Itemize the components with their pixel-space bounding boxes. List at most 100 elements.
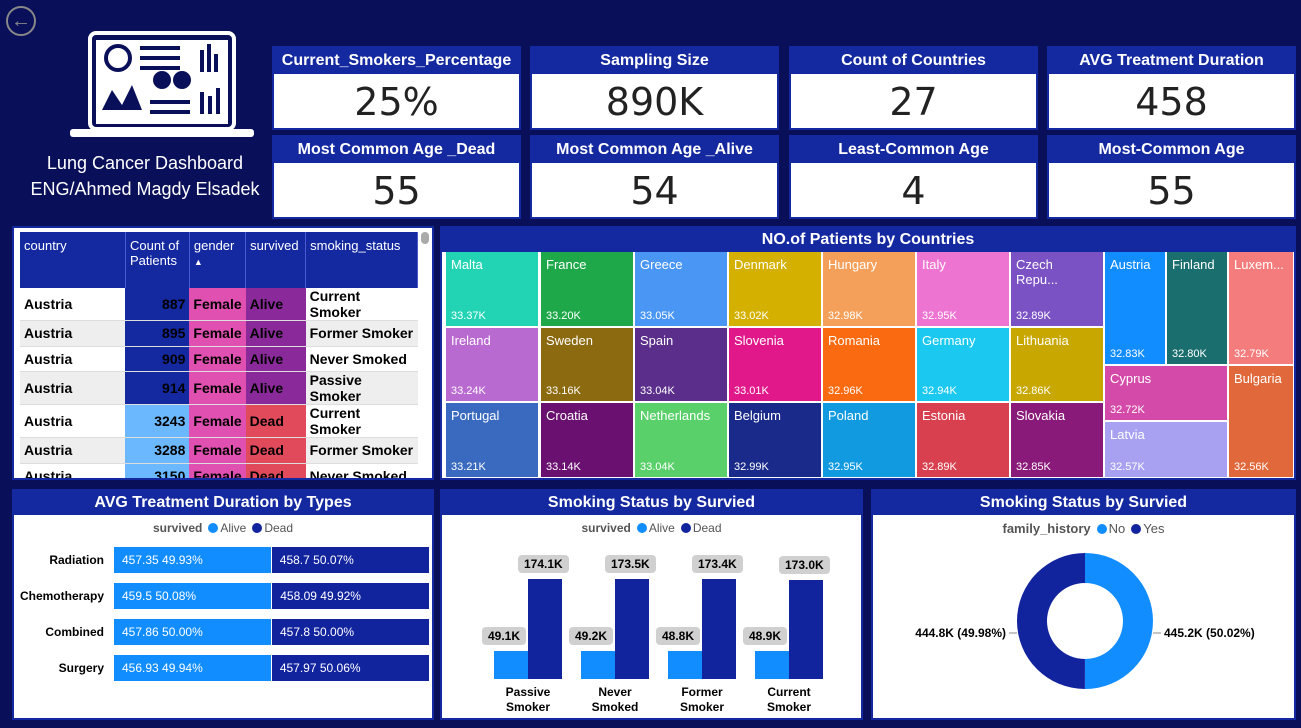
treemap-tile[interactable]: Belgium 32.99K (729, 403, 821, 477)
tile-value: 33.37K (451, 310, 486, 322)
donut-slice-no[interactable] (1084, 553, 1153, 689)
tile-label: Croatia (546, 408, 588, 423)
treemap-tile[interactable]: Bulgaria 32.56K (1229, 366, 1293, 477)
tile-value: 32.94K (922, 385, 957, 397)
column-header[interactable]: gender ▲ (189, 232, 247, 288)
kpi-value: 890K (605, 80, 704, 124)
treemap-tile[interactable]: Sweden 33.16K (541, 328, 633, 401)
treemap-tile[interactable]: Slovakia 32.85K (1011, 403, 1103, 477)
data-label: 457.97 (279, 661, 317, 675)
treatment-chart: AVG Treatment Duration by Types survived… (12, 489, 434, 720)
treemap-tile[interactable]: Luxem... 32.79K (1229, 252, 1293, 364)
treemap-tile[interactable]: Croatia 33.14K (541, 403, 633, 477)
data-label: 457.86 (122, 625, 159, 639)
treemap-tile[interactable]: Latvia 32.57K (1105, 422, 1227, 477)
table-cell: Current Smoker (305, 404, 418, 438)
donut-slice-yes[interactable] (1016, 553, 1085, 689)
treemap-tile[interactable]: Slovenia 33.01K (729, 328, 821, 401)
column-header[interactable]: smoking_status (305, 232, 418, 288)
tile-value: 32.95K (828, 461, 863, 473)
treemap-tile[interactable]: Netherlands 33.04K (635, 403, 727, 477)
treemap-tile[interactable]: Ireland 33.24K (446, 328, 538, 401)
table-cell: Female (189, 463, 246, 478)
bar-alive[interactable]: 456.93 49.94% (114, 655, 271, 681)
bar-dead[interactable] (702, 579, 736, 679)
treemap-tile[interactable]: France 33.20K (541, 252, 633, 326)
bar-alive[interactable] (581, 650, 615, 679)
tile-label: Italy (922, 257, 946, 272)
bar-alive[interactable]: 457.86 50.00% (114, 619, 271, 645)
treemap-tile[interactable]: Italy 32.95K (917, 252, 1009, 326)
back-button[interactable]: ← (6, 6, 36, 36)
kpi-value: 54 (630, 169, 679, 213)
treemap-tile[interactable]: Portugal 33.21K (446, 403, 538, 477)
kpi-card: AVG Treatment Duration 458 (1047, 46, 1296, 130)
kpi-card: Count of Countries 27 (789, 46, 1038, 130)
treemap-tile[interactable]: Greece 33.05K (635, 252, 727, 326)
bar-alive[interactable]: 457.35 49.93% (114, 547, 271, 573)
data-label-percent: 50.06% (319, 661, 361, 675)
kpi-value: 25% (354, 80, 439, 124)
treemap-tile[interactable]: Denmark 33.02K (729, 252, 821, 326)
column-header[interactable]: Count of Patients (125, 232, 190, 288)
table-cell: Dead (245, 437, 306, 464)
tile-label: Czech Repu... (1016, 257, 1058, 287)
treemap-tile[interactable]: Hungary 32.98K (823, 252, 915, 326)
column-header[interactable]: survived (245, 232, 307, 288)
treemap-title: NO.of Patients by Countries (442, 228, 1294, 252)
kpi-label: AVG Treatment Duration (1049, 48, 1294, 74)
bar-dead[interactable] (789, 579, 823, 679)
tile-value: 33.02K (734, 310, 769, 322)
bar-dead[interactable]: 457.97 50.06% (271, 655, 429, 681)
treemap-tile[interactable]: Austria 32.83K (1105, 252, 1165, 364)
column-header[interactable]: country (20, 232, 126, 288)
tile-value: 33.05K (640, 310, 675, 322)
data-label: 173.0K (779, 555, 830, 574)
tile-value: 33.24K (451, 385, 486, 397)
tile-label: Slovakia (1016, 408, 1066, 423)
data-label: 457.8 (280, 625, 311, 639)
treemap-tile[interactable]: Estonia 32.89K (917, 403, 1009, 477)
treemap-tile[interactable]: Czech Repu... 32.89K (1011, 252, 1103, 326)
bar-alive[interactable] (755, 650, 789, 679)
table-row[interactable]: Austria 895 Female Alive Former Smoker (20, 320, 418, 347)
kpi-card: Least-Common Age 4 (789, 135, 1038, 219)
treemap-tile[interactable]: Spain 33.04K (635, 328, 727, 401)
treemap-tile[interactable]: Poland 32.95K (823, 403, 915, 477)
tile-label: Poland (828, 408, 869, 423)
table-row[interactable]: Austria 914 Female Alive Passive Smoker (20, 371, 418, 405)
table-row[interactable]: Austria 3150 Female Dead Never Smoked (20, 463, 418, 478)
kpi-label: Sampling Size (532, 48, 777, 74)
table-row[interactable]: Austria 909 Female Alive Never Smoked (20, 346, 418, 372)
table-cell: Female (189, 437, 246, 464)
bar-dead[interactable]: 458.7 50.07% (271, 547, 429, 573)
tile-value: 32.85K (1016, 461, 1051, 473)
table-row[interactable]: Austria 3243 Female Dead Current Smoker (20, 404, 418, 438)
bar-alive[interactable]: 459.5 50.08% (114, 583, 272, 609)
bar-alive[interactable] (494, 650, 528, 679)
tile-label: Spain (640, 333, 674, 348)
bar-dead[interactable]: 457.8 50.00% (272, 619, 429, 645)
scrollbar[interactable] (421, 232, 429, 244)
treemap-tile[interactable]: Germany 32.94K (917, 328, 1009, 401)
bar-alive[interactable] (668, 650, 702, 679)
table-cell: Dead (245, 463, 306, 478)
treemap-tile[interactable]: Malta 33.37K (446, 252, 538, 326)
table-cell: 914 (125, 371, 190, 405)
table-row[interactable]: Austria 3288 Female Dead Former Smoker (20, 437, 418, 464)
treemap-tile[interactable]: Romania 32.96K (823, 328, 915, 401)
data-label: 48.9K (743, 626, 788, 645)
column-label: survived (250, 238, 299, 253)
table-cell: Former Smoker (305, 320, 418, 347)
bar-dead[interactable]: 458.09 49.92% (272, 583, 429, 609)
table-cell: 3243 (125, 404, 190, 438)
treemap-tile[interactable]: Cyprus 32.72K (1105, 366, 1227, 420)
tile-value: 32.80K (1172, 348, 1207, 360)
kpi-card: Most Common Age _Alive 54 (530, 135, 779, 219)
bar-dead[interactable] (615, 579, 649, 679)
treemap-tile[interactable]: Finland 32.80K (1167, 252, 1227, 364)
table-row[interactable]: Austria 887 Female Alive Current Smoker (20, 288, 418, 321)
kpi-card: Most-Common Age 55 (1047, 135, 1296, 219)
treemap-tile[interactable]: Lithuania 32.86K (1011, 328, 1103, 401)
bar-dead[interactable] (528, 579, 562, 679)
